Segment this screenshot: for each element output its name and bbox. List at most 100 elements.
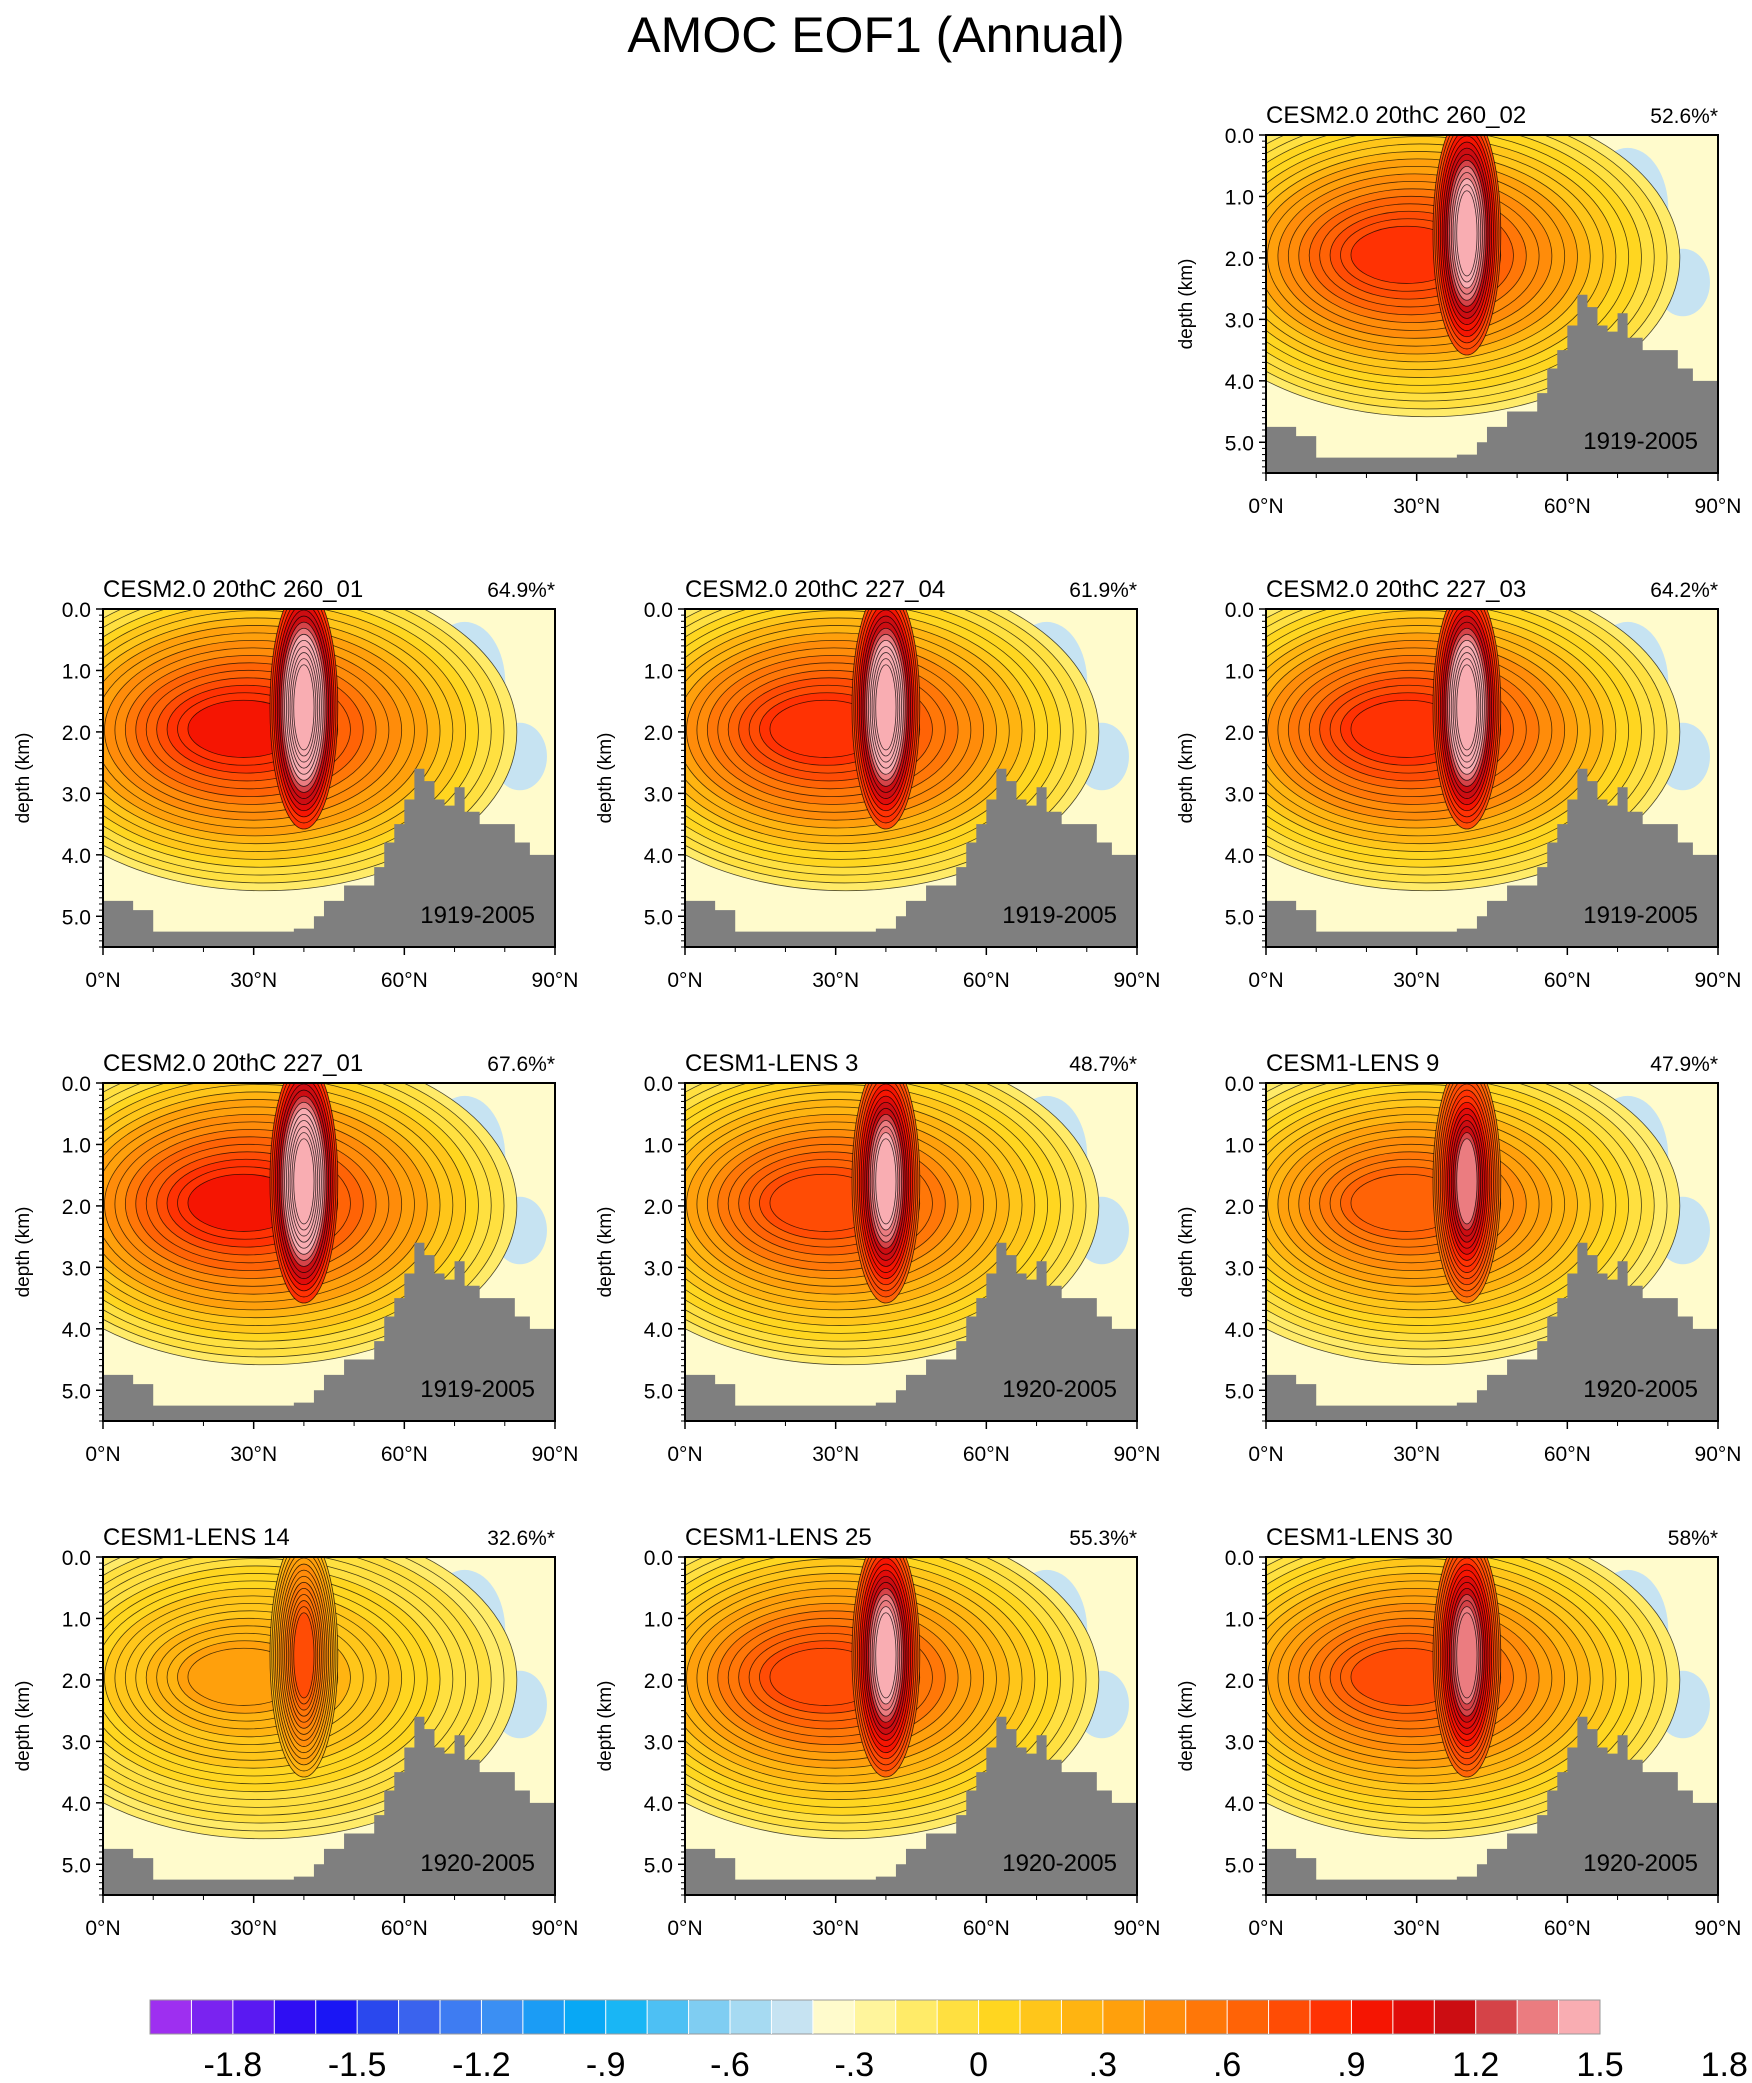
y-tick-label: 2.0 (62, 1670, 91, 1693)
y-tick-label: 3.0 (62, 783, 91, 806)
panel: 0.0 1.0 2.0 3.0 4.0 5.0 0°N 30°N 60°N 90°N depth (… (13, 1050, 578, 1466)
panel-title: CESM1-LENS 25 (685, 1524, 872, 1551)
y-tick-label: 0.0 (1225, 1073, 1254, 1096)
x-tick-label: 60°N (381, 1917, 428, 1940)
colorbar-swatch (440, 2000, 482, 2034)
core-contour (1456, 1612, 1478, 1699)
bathymetry-land (685, 1716, 1137, 1895)
y-tick-label: 2.0 (62, 722, 91, 745)
y-tick-label: 5.0 (1225, 432, 1254, 455)
colorbar-swatch (1475, 2000, 1518, 2034)
plot-frame (102, 608, 556, 948)
colorbar-label: -1.8 (204, 2046, 263, 2083)
y-tick-label: 2.0 (644, 722, 673, 745)
explained-variance: 55.3%* (1069, 1527, 1137, 1550)
plot-frame (1265, 1082, 1719, 1422)
panel: 0.0 1.0 2.0 3.0 4.0 5.0 0°N 30°N 60°N 90°N depth (… (595, 1050, 1160, 1466)
colorbar-swatch (978, 2000, 1021, 2034)
period-label: 1919-2005 (1583, 428, 1698, 455)
x-tick-label: 90°N (1695, 495, 1742, 518)
y-tick-label: 4.0 (1225, 845, 1254, 868)
x-tick-label: 60°N (1544, 969, 1591, 992)
y-tick-label: 5.0 (644, 906, 673, 929)
y-tick-label: 1.0 (62, 1134, 91, 1157)
x-tick-label: 90°N (532, 1917, 579, 1940)
y-tick-label: 3.0 (644, 1257, 673, 1280)
y-axis-label: depth (km) (1176, 733, 1197, 824)
y-tick-label: 2.0 (1225, 248, 1254, 271)
amoc-field (1266, 1557, 1718, 1895)
period-label: 1920-2005 (420, 1850, 535, 1877)
panel: 0.0 1.0 2.0 3.0 4.0 5.0 0°N 30°N 60°N 90°N depth (… (1176, 1524, 1742, 1940)
amoc-field (685, 1083, 1137, 1421)
panel: 0.0 1.0 2.0 3.0 4.0 5.0 0°N 30°N 60°N 90°N depth (… (13, 1524, 579, 1940)
x-tick-label: 30°N (230, 1917, 277, 1940)
x-tick-label: 60°N (381, 1443, 428, 1466)
panel-title: CESM2.0 20thC 227_04 (685, 576, 945, 603)
period-label: 1920-2005 (1583, 1376, 1698, 1403)
period-label: 1919-2005 (420, 902, 535, 929)
colorbar-swatch (812, 2000, 855, 2034)
x-tick-label: 30°N (812, 969, 859, 992)
y-tick-label: 5.0 (644, 1854, 673, 1877)
x-tick-label: 30°N (1393, 1443, 1440, 1466)
colorbar-label: -1.2 (452, 2046, 511, 2083)
y-tick-label: 4.0 (1225, 1793, 1254, 1816)
colorbar-swatch (771, 2000, 814, 2034)
plot-frame (102, 1082, 556, 1422)
colorbar-label: .6 (1213, 2046, 1241, 2083)
explained-variance: 32.6%* (487, 1527, 555, 1550)
y-tick-label: 4.0 (644, 1793, 673, 1816)
amoc-field (103, 609, 555, 947)
y-tick-label: 4.0 (62, 1793, 91, 1816)
period-label: 1919-2005 (1002, 902, 1117, 929)
y-tick-label: 4.0 (62, 845, 91, 868)
core-contour (875, 1138, 897, 1225)
y-tick-label: 5.0 (1225, 1854, 1254, 1877)
y-tick-label: 4.0 (62, 1319, 91, 1342)
period-label: 1920-2005 (1002, 1376, 1117, 1403)
colorbar-label: 0 (969, 2046, 988, 2083)
y-tick-label: 0.0 (62, 599, 91, 622)
colorbar-swatch (1020, 2000, 1062, 2034)
colorbar-swatch (150, 2000, 192, 2034)
x-tick-label: 30°N (1393, 495, 1440, 518)
colorbar-swatch (1351, 2000, 1394, 2034)
y-tick-label: 3.0 (1225, 1257, 1254, 1280)
y-axis-label: depth (km) (595, 733, 616, 824)
bathymetry-land (1266, 1716, 1718, 1895)
y-tick-label: 3.0 (644, 783, 673, 806)
panel-title: CESM2.0 20thC 260_01 (103, 576, 363, 603)
y-tick-label: 4.0 (1225, 371, 1254, 394)
panel-title: CESM1-LENS 9 (1266, 1050, 1439, 1077)
panel-title: CESM1-LENS 3 (685, 1050, 858, 1077)
plot-frame (102, 1556, 556, 1896)
y-axis-label: depth (km) (13, 1207, 34, 1298)
explained-variance: 52.6%* (1650, 105, 1718, 128)
figure-title: AMOC EOF1 (Annual) (627, 7, 1125, 63)
colorbar-swatch (522, 2000, 565, 2034)
x-tick-label: 90°N (1695, 1917, 1742, 1940)
bathymetry-land (103, 1716, 555, 1895)
y-axis-label: depth (km) (595, 1681, 616, 1772)
colorbar-swatch (1558, 2000, 1601, 2034)
explained-variance: 58%* (1668, 1527, 1718, 1550)
colorbar-swatch (357, 2000, 400, 2034)
y-tick-label: 1.0 (644, 1134, 673, 1157)
y-tick-label: 1.0 (1225, 1134, 1254, 1157)
colorbar-swatch (730, 2000, 772, 2034)
colorbar-swatch (1310, 2000, 1352, 2034)
colorbar-label: .3 (1089, 2046, 1117, 2083)
explained-variance: 67.6%* (487, 1053, 555, 1076)
x-tick-label: 30°N (812, 1443, 859, 1466)
y-tick-label: 2.0 (62, 1196, 91, 1219)
explained-variance: 61.9%* (1069, 579, 1137, 602)
y-tick-label: 4.0 (644, 845, 673, 868)
colorbar-frame (149, 1999, 1601, 2035)
colorbar-swatch (647, 2000, 690, 2034)
colorbar-swatch (895, 2000, 938, 2034)
period-label: 1919-2005 (420, 1376, 535, 1403)
plot-frame (684, 608, 1138, 948)
amoc-field (1266, 609, 1718, 947)
period-label: 1920-2005 (1002, 1850, 1117, 1877)
